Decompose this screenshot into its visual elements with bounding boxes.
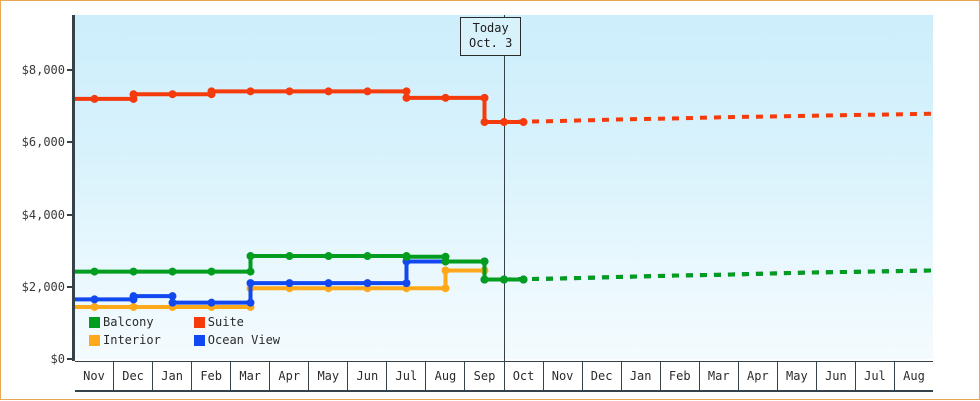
y-tick-label: $8,000: [21, 63, 65, 77]
legend-label: Ocean View: [207, 333, 281, 347]
x-axis-month-cell[interactable]: Jul: [855, 362, 895, 390]
x-axis-month-cell[interactable]: Aug: [894, 362, 934, 390]
legend-label: Balcony: [103, 315, 154, 329]
x-axis-month-cell[interactable]: Feb: [192, 362, 232, 390]
y-tick-mark: [67, 69, 73, 71]
y-tick-label: $4,000: [21, 207, 65, 222]
legend-color-swatch: [89, 316, 100, 328]
x-axis-month-labels: Nov Dec Jan Feb Mar Apr May Jun Jul Aug Sep Oct Nov D…: [75, 361, 934, 391]
x-axis-month-cell[interactable]: Nov: [75, 362, 115, 390]
x-axis-month-cell[interactable]: Jul: [387, 362, 427, 390]
today-label-line2: Oct. 3: [469, 36, 513, 50]
x-axis-baseline: [75, 391, 933, 392]
x-axis-month-cell[interactable]: Jan: [621, 362, 661, 390]
x-axis-month-cell[interactable]: Mar: [231, 362, 271, 390]
x-axis-month-cell[interactable]: Dec: [582, 362, 622, 390]
y-axis-line: [72, 15, 75, 361]
legend-color-swatch: [193, 334, 205, 346]
x-axis-month-cell[interactable]: Oct: [504, 362, 544, 390]
today-label-line1: Today: [472, 21, 509, 35]
legend-label: Interior: [103, 333, 161, 347]
today-marker-label: Today Oct. 3: [460, 17, 522, 56]
x-axis-month-cell[interactable]: Feb: [660, 362, 700, 390]
y-tick-mark: [67, 213, 73, 216]
legend-entry[interactable]: Interior: [89, 333, 180, 347]
today-marker-line: [504, 15, 505, 361]
x-axis-month-cell[interactable]: Jan: [153, 362, 193, 390]
x-axis-month-cell[interactable]: May: [777, 362, 817, 390]
x-axis-month-cell[interactable]: May: [309, 362, 349, 390]
y-tick-label: $0: [50, 352, 65, 366]
x-axis-month-cell[interactable]: Jun: [348, 362, 388, 390]
y-tick-label: $6,000: [21, 135, 65, 150]
x-axis-month-cell[interactable]: Aug: [426, 362, 466, 390]
legend-color-swatch: [193, 316, 205, 328]
y-tick-mark: [67, 141, 73, 144]
x-axis-month-cell[interactable]: Jun: [816, 362, 856, 390]
legend-entry[interactable]: Ocean View: [193, 333, 299, 347]
x-axis-month-cell[interactable]: Dec: [114, 362, 154, 390]
chart-legend: Balcony Suite Interior Ocean View: [89, 315, 299, 347]
x-axis-month-cell[interactable]: Apr: [270, 362, 310, 390]
y-tick-mark: [67, 358, 73, 360]
y-axis-tick-labels: $0 $2,000 $4,000 $6,000 $8,000: [1, 1, 65, 401]
y-tick-label: $2,000: [21, 279, 65, 294]
legend-entry[interactable]: Balcony: [89, 315, 180, 329]
x-axis-month-cell[interactable]: Nov: [543, 362, 583, 390]
x-axis-month-cell[interactable]: Mar: [699, 362, 739, 390]
legend-entry[interactable]: Suite: [193, 315, 299, 329]
legend-label: Suite: [207, 315, 244, 329]
x-axis-month-cell[interactable]: Apr: [738, 362, 778, 390]
y-tick-mark: [67, 285, 73, 288]
legend-color-swatch: [89, 334, 100, 346]
x-axis-month-cell[interactable]: Sep: [465, 362, 505, 390]
